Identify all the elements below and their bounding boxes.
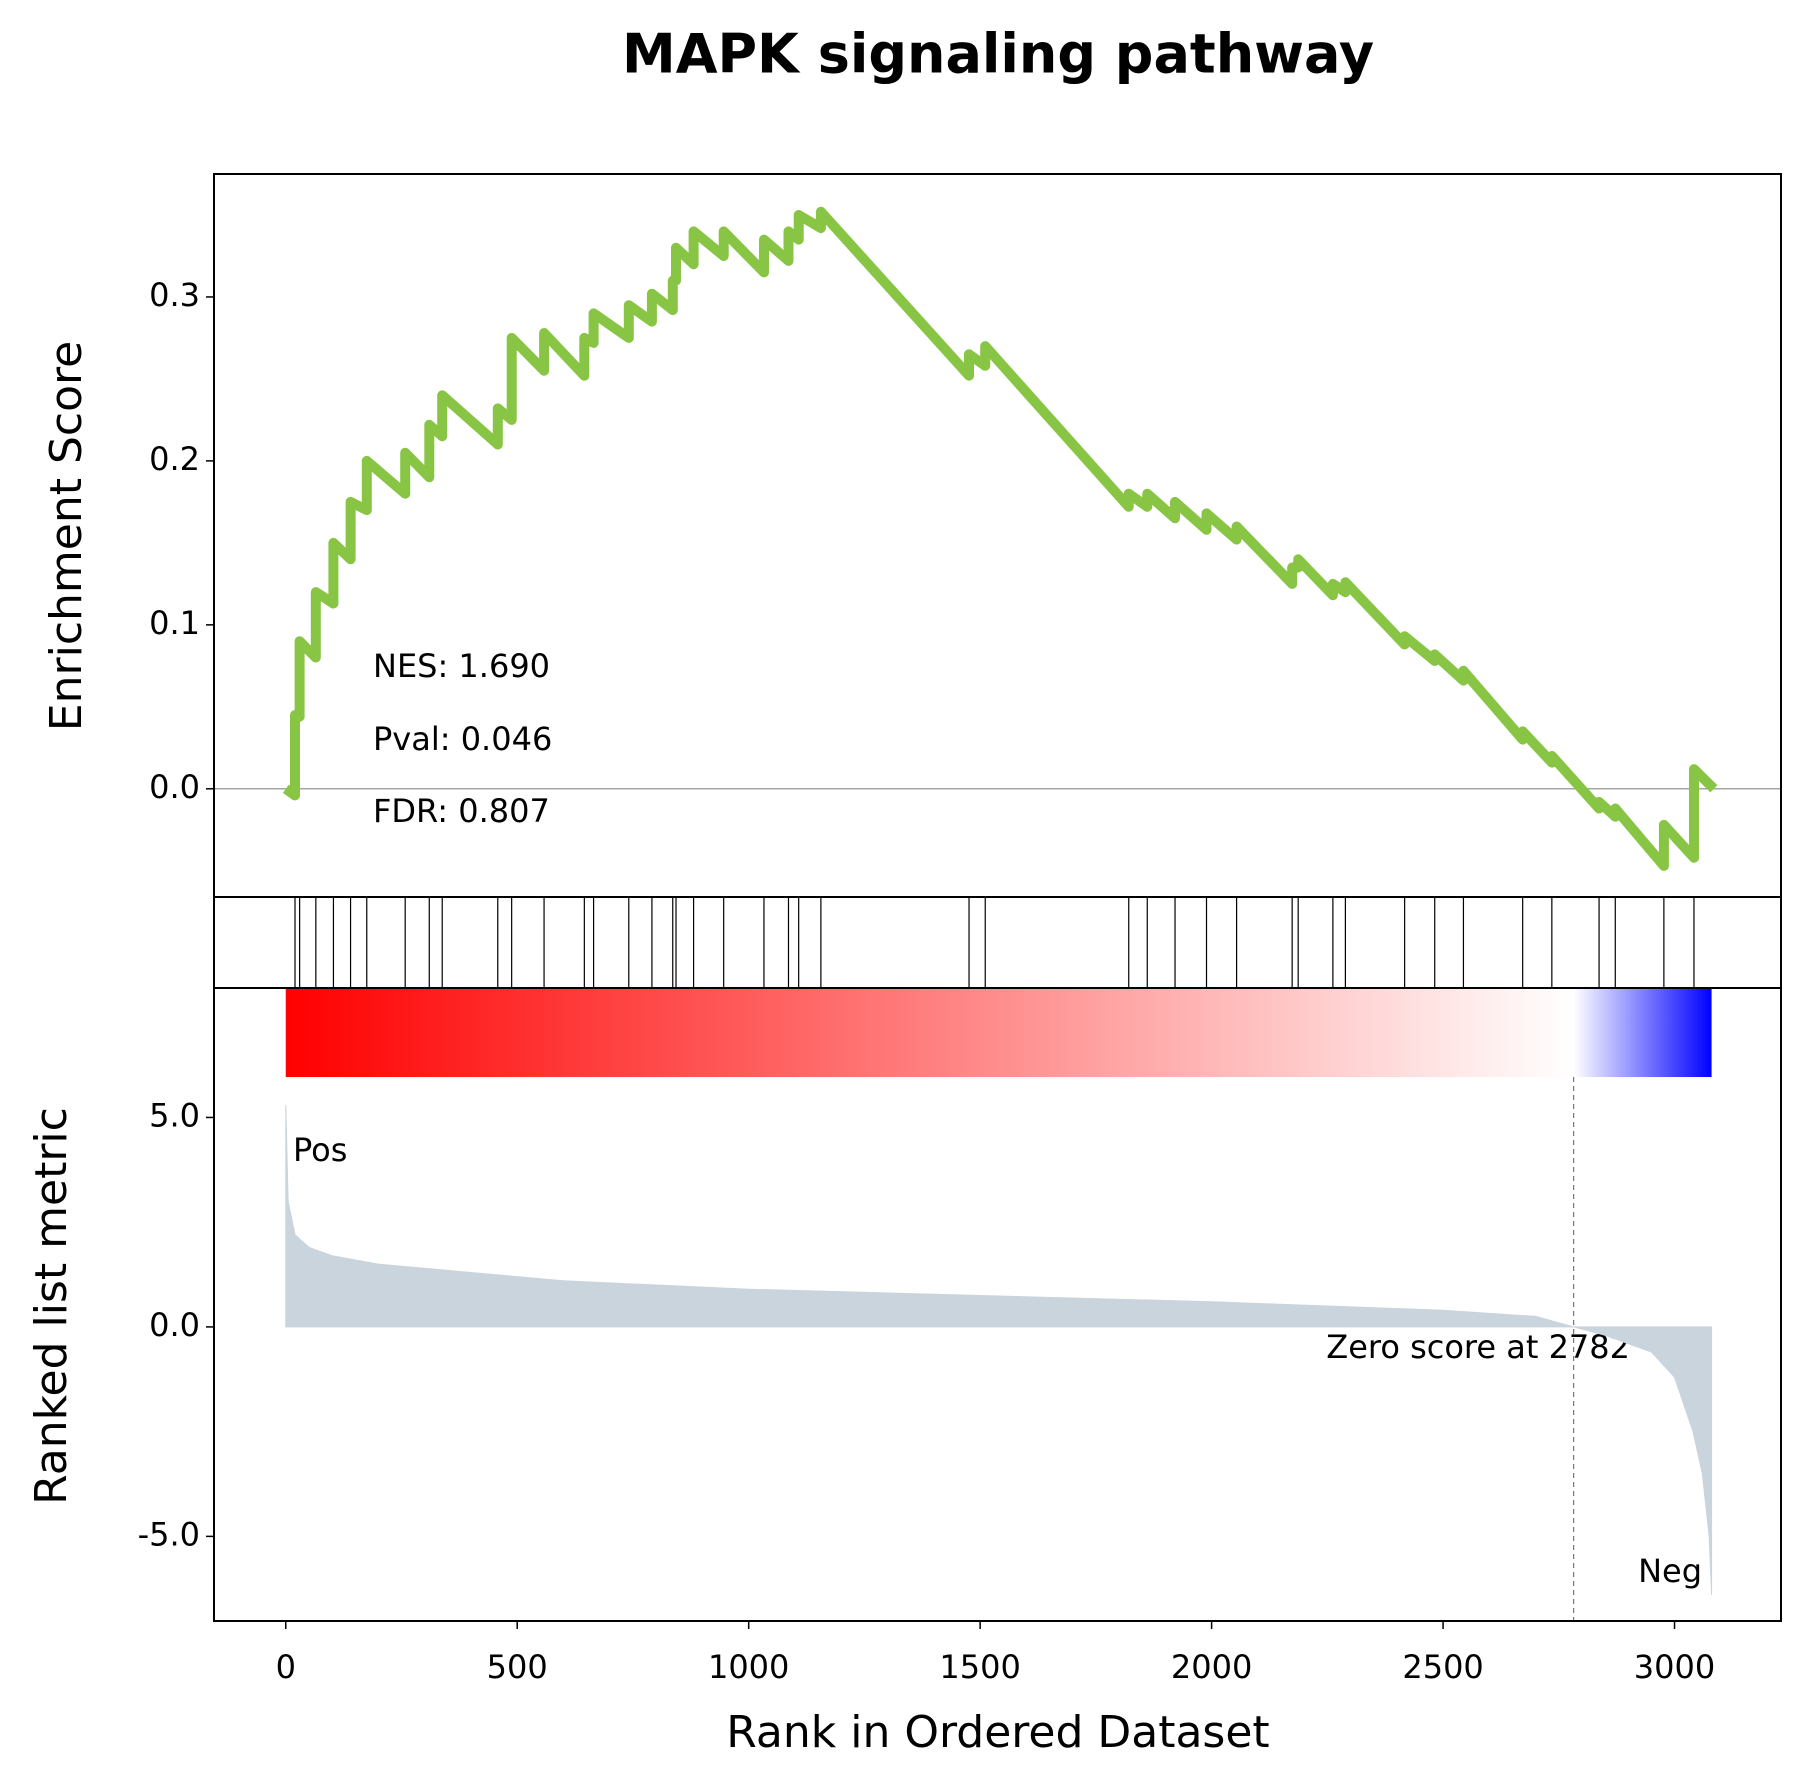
panel-frame — [213, 896, 1782, 989]
panel-frame — [213, 987, 1782, 1622]
y-axis-label: Ranked list metric — [26, 1107, 77, 1505]
y-tick-label: 0.0 — [149, 1306, 200, 1344]
es-line — [282, 206, 1718, 871]
x-tick-label: 3000 — [1634, 1648, 1715, 1686]
pos-label: Pos — [293, 1131, 347, 1169]
y-tick-label: 5.0 — [149, 1096, 200, 1134]
color-bar — [285, 988, 1712, 1077]
x-axis-label: Rank in Ordered Dataset — [726, 1707, 1269, 1758]
x-tick-label: 1500 — [939, 1648, 1020, 1686]
neg-label: Neg — [1638, 1552, 1702, 1590]
y-axis-label: Enrichment Score — [41, 341, 92, 731]
x-tick-label: 2500 — [1402, 1648, 1483, 1686]
x-tick-label: 1000 — [708, 1648, 789, 1686]
y-tick-label: 0.1 — [149, 604, 200, 642]
y-tick-label: 0.0 — [149, 768, 200, 806]
y-tick-label: 0.2 — [149, 440, 200, 478]
x-tick-label: 2000 — [1171, 1648, 1252, 1686]
chart-title: MAPK signaling pathway — [622, 23, 1374, 86]
annotation: Pval: 0.046 — [373, 720, 552, 758]
metric-area — [285, 1104, 1713, 1596]
x-tick-label: 500 — [487, 1648, 548, 1686]
annotation: FDR: 0.807 — [373, 792, 550, 830]
annotation: NES: 1.690 — [373, 647, 550, 685]
zero-score-label: Zero score at 2782 — [1326, 1328, 1630, 1366]
x-tick-label: 0 — [276, 1648, 296, 1686]
y-tick-label: 0.3 — [149, 276, 200, 314]
y-tick-label: -5.0 — [138, 1515, 200, 1553]
